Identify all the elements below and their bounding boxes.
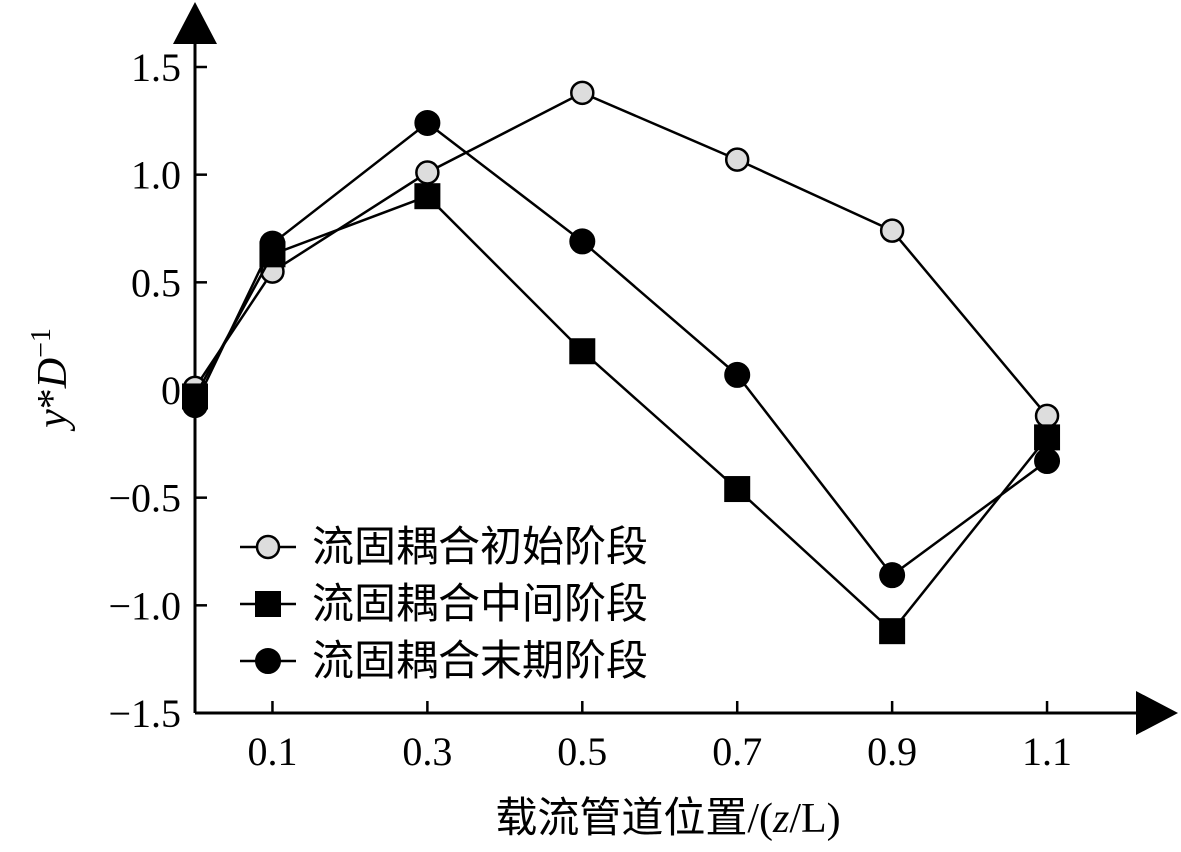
- x-axis-title: 载流管道位置/(z/L): [495, 795, 840, 842]
- filled-circle-marker: [414, 109, 441, 136]
- y-tick-label: 1.5: [131, 45, 181, 90]
- x-tick-label: 0.5: [557, 729, 607, 774]
- series-line: [193, 91, 1049, 417]
- x-axis-arrowhead: [1136, 691, 1178, 735]
- y-tick-label: −1.5: [108, 691, 181, 736]
- y-axis-arrowhead: [173, 2, 217, 44]
- legend-item-1: 流固耦合初始阶段: [240, 525, 648, 571]
- y-tick-label: 0.5: [131, 260, 181, 305]
- series-1: [182, 80, 1060, 429]
- x-tick-label: 0.9: [867, 729, 917, 774]
- legend-label: 流固耦合初始阶段: [312, 525, 648, 571]
- filled-circle-marker: [1034, 448, 1061, 475]
- filled-circle-marker: [255, 648, 281, 674]
- y-axis-title: y*D−1: [26, 328, 76, 432]
- open-circle-marker: [415, 160, 440, 185]
- filled-circle-marker: [259, 230, 286, 257]
- y-tick-label: −0.5: [108, 476, 181, 521]
- square-marker: [1034, 424, 1061, 451]
- square-marker: [724, 476, 751, 503]
- open-circle-marker: [724, 147, 750, 172]
- open-circle-marker: [879, 218, 905, 243]
- x-tick-label: 1.1: [1022, 729, 1072, 774]
- series-2: [182, 183, 1061, 645]
- y-tick-label: 0: [161, 368, 181, 413]
- open-circle-marker: [570, 80, 595, 106]
- x-tick-label: 0.1: [247, 729, 297, 774]
- series-line: [193, 121, 1048, 577]
- filled-circle-marker: [879, 562, 906, 589]
- square-marker: [255, 591, 281, 617]
- square-marker: [879, 618, 906, 645]
- legend-item-3: 流固耦合末期阶段: [240, 639, 648, 685]
- filled-circle-marker: [724, 361, 751, 388]
- open-circle-marker: [255, 534, 281, 560]
- y-tick-label: −1.0: [108, 583, 181, 628]
- ticks: 1.5 1.0 0.5 0 −0.5 −1.0 −1.5 0.1 0.3 0.5 0.7 0.9 1.1: [108, 45, 1072, 774]
- legend-item-2: 流固耦合中间阶段: [240, 582, 648, 628]
- legend-label: 流固耦合末期阶段: [312, 639, 648, 685]
- x-tick-label: 0.7: [712, 729, 762, 774]
- square-marker: [414, 183, 441, 210]
- legend-label: 流固耦合中间阶段: [312, 582, 648, 628]
- filled-circle-marker: [569, 228, 596, 255]
- series-3: [182, 109, 1061, 589]
- square-marker: [569, 338, 596, 365]
- y-tick-label: 1.0: [131, 153, 181, 198]
- open-circle-marker: [1034, 403, 1060, 429]
- x-tick-label: 0.3: [402, 729, 452, 774]
- series: [182, 80, 1061, 645]
- filled-circle-marker: [182, 392, 208, 419]
